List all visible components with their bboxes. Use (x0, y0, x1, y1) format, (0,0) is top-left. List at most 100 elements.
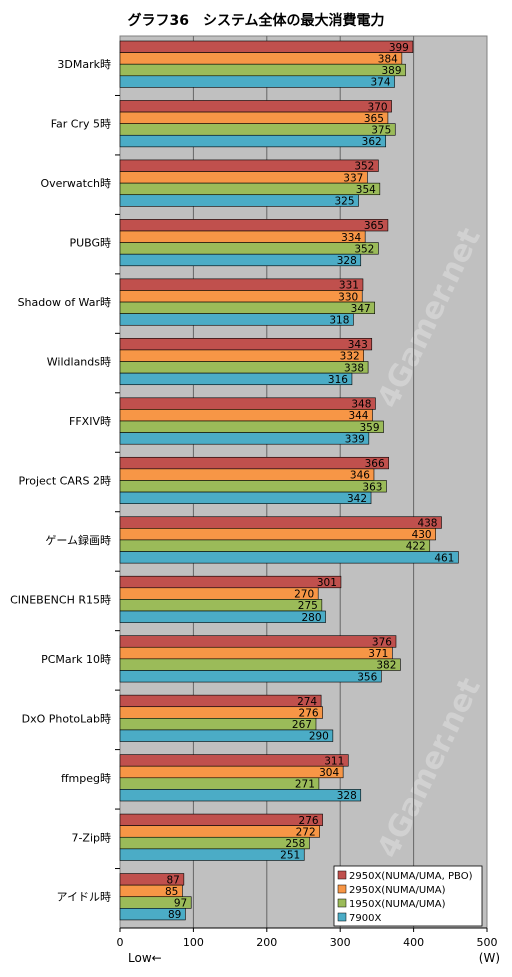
data-label: 384 (378, 53, 398, 65)
bar (119, 338, 373, 351)
category-label: CINEBENCH R15時 (10, 593, 111, 606)
bar (119, 52, 403, 65)
bar (119, 420, 384, 433)
bar (119, 230, 366, 243)
data-label: 376 (372, 636, 392, 648)
data-label: 97 (174, 898, 187, 910)
data-label: 339 (345, 433, 365, 445)
bar (119, 491, 372, 504)
bar (119, 670, 382, 683)
bar (119, 111, 389, 124)
data-label: 370 (368, 101, 388, 113)
bar (119, 836, 310, 850)
bar (119, 754, 349, 767)
bar (119, 456, 389, 470)
bar (119, 242, 379, 255)
data-label: 280 (301, 612, 321, 624)
data-label: 325 (335, 196, 355, 208)
data-label: 290 (309, 731, 329, 743)
data-label: 430 (412, 529, 432, 541)
data-label: 389 (381, 65, 401, 77)
legend-swatch (337, 884, 347, 894)
legend (333, 865, 483, 927)
data-label: 271 (295, 779, 315, 791)
data-label: 87 (166, 874, 179, 886)
bar (119, 40, 414, 53)
data-label: 332 (340, 351, 360, 363)
bar (119, 789, 362, 802)
category-label: DxO PhotoLab時 (22, 712, 111, 725)
data-label: 347 (351, 303, 371, 315)
data-label: 363 (362, 481, 382, 493)
x-tick-label: 400 (403, 936, 424, 949)
data-label: 275 (298, 600, 318, 612)
bar (119, 219, 389, 232)
data-label: 365 (364, 220, 384, 232)
data-label: 375 (371, 124, 391, 136)
data-label: 359 (359, 422, 379, 434)
bar (119, 587, 319, 600)
bar (119, 397, 376, 410)
x-tick-label: 200 (256, 936, 277, 949)
x-tick-label: 0 (117, 936, 124, 949)
bar (119, 551, 459, 564)
data-label: 338 (344, 362, 364, 374)
data-label: 276 (299, 708, 319, 720)
bar (119, 253, 362, 267)
data-label: 274 (297, 696, 317, 708)
data-label: 330 (338, 291, 358, 303)
data-label: 461 (434, 552, 454, 564)
legend-label: 1950X(NUMA/UMA) (349, 899, 446, 910)
category-label: Overwatch時 (40, 177, 111, 190)
category-label: 7-Zip時 (71, 831, 111, 844)
data-label: 276 (299, 815, 319, 827)
x-axis-direction-note: Low← (128, 951, 162, 965)
data-label: 267 (292, 719, 312, 731)
legend-label: 2950X(NUMA/UMA, PBO) (349, 871, 473, 882)
bar (119, 301, 375, 314)
bar (119, 848, 305, 861)
x-axis-unit-label: (W) (479, 951, 500, 965)
data-label: 301 (317, 577, 337, 589)
legend-label: 7900X (349, 913, 381, 924)
category-label: Shadow of War時 (18, 296, 111, 309)
data-label: 352 (354, 243, 374, 255)
data-label: 328 (337, 790, 357, 802)
data-label: 344 (348, 410, 368, 422)
data-label: 348 (351, 399, 371, 411)
bar (119, 575, 342, 589)
bar (119, 777, 320, 790)
bar (119, 194, 359, 207)
bar (119, 159, 379, 172)
data-label: 85 (165, 886, 178, 898)
bar (119, 468, 375, 481)
data-label: 422 (406, 541, 426, 553)
bar (119, 694, 322, 708)
data-label: 270 (294, 589, 314, 601)
data-label: 346 (350, 470, 370, 482)
bar (119, 100, 392, 113)
category-label: PCMark 10時 (41, 653, 111, 666)
bar (119, 63, 406, 77)
bar (119, 171, 368, 184)
legend-swatch (337, 912, 347, 922)
category-label: PUBG時 (69, 237, 111, 250)
bar (119, 765, 344, 779)
category-label: アイドル時 (57, 891, 111, 904)
bar (119, 528, 436, 541)
chart-title: グラフ36 システム全体の最大消費電力 (127, 12, 384, 29)
bar (119, 635, 397, 648)
bar (119, 658, 401, 671)
x-tick-label: 100 (183, 936, 204, 949)
category-label: Far Cry 5時 (51, 118, 111, 131)
data-label: 334 (341, 232, 361, 244)
category-label: Wildlands時 (47, 356, 111, 369)
data-label: 365 (364, 113, 384, 125)
data-label: 328 (337, 255, 357, 267)
data-label: 382 (376, 660, 396, 672)
data-label: 89 (168, 909, 181, 921)
data-label: 251 (280, 850, 300, 862)
bar (119, 813, 323, 826)
legend-swatch (337, 870, 347, 880)
